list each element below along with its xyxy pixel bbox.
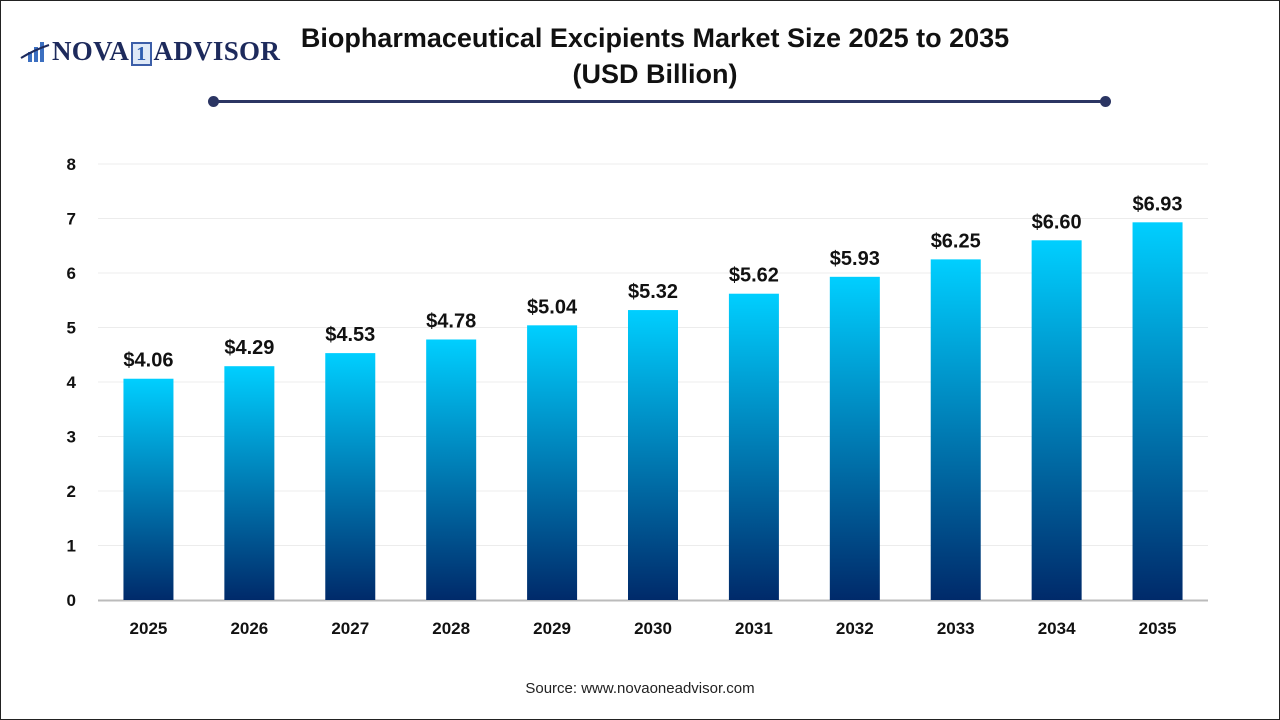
bar-2031: [728, 293, 779, 600]
data-label: $5.62: [729, 265, 779, 287]
y-tick-label: 2: [67, 482, 76, 501]
data-label: $5.04: [527, 296, 578, 318]
data-label: $4.78: [426, 310, 476, 332]
source-note: Source: www.novaoneadvisor.com: [525, 680, 755, 697]
title-line-2: (USD Billion): [572, 59, 738, 89]
data-label: $6.60: [1032, 211, 1082, 233]
x-tick-label: 2030: [634, 619, 672, 638]
logo: NOVA 1 ADVISOR: [20, 36, 280, 67]
x-tick-label: 2026: [230, 619, 268, 638]
x-tick-label: 2028: [432, 619, 470, 638]
bar-2030: [628, 310, 678, 600]
logo-text: NOVA 1 ADVISOR: [52, 36, 281, 66]
y-tick-label: 7: [67, 210, 76, 229]
x-tick-label: 2034: [1038, 619, 1076, 638]
data-label: $5.32: [628, 281, 678, 303]
bar-2034: [1031, 240, 1082, 601]
data-label: $4.53: [325, 324, 375, 346]
x-tick-label: 2027: [331, 619, 369, 638]
y-tick-label: 4: [67, 373, 77, 392]
bar-2032: [829, 276, 880, 600]
data-label: $4.29: [224, 337, 274, 359]
y-tick-label: 0: [67, 591, 76, 610]
x-tick-label: 2025: [130, 619, 168, 638]
bar-2028: [426, 339, 477, 600]
y-tick-label: 6: [67, 264, 76, 283]
title-rule-dot-left: [208, 96, 219, 107]
data-label: $5.93: [830, 248, 880, 270]
y-tick-label: 5: [67, 319, 76, 338]
title-rule-dot-right: [1100, 96, 1111, 107]
bar-2029: [527, 325, 578, 600]
x-tick-label: 2029: [533, 619, 571, 638]
y-tick-label: 1: [67, 537, 76, 556]
x-tick-label: 2033: [937, 619, 975, 638]
logo-bars-icon: [20, 41, 50, 62]
x-tick-label: 2031: [735, 619, 773, 638]
bar-2025: [123, 378, 174, 600]
bar-2027: [325, 353, 376, 600]
chart-title: Biopharmaceutical Excipients Market Size…: [300, 20, 1010, 92]
y-tick-label: 3: [67, 428, 76, 447]
data-label: $4.06: [123, 350, 173, 372]
bar-2035: [1132, 222, 1183, 600]
x-tick-label: 2032: [836, 619, 874, 638]
title-line-1: Biopharmaceutical Excipients Market Size…: [300, 23, 1010, 53]
data-label: $6.93: [1133, 193, 1183, 215]
bar-2026: [224, 366, 275, 600]
y-tick-label: 8: [67, 155, 76, 174]
title-rule: [213, 100, 1106, 103]
bar-2033: [930, 259, 981, 600]
data-label: $6.25: [931, 230, 981, 252]
x-tick-label: 2035: [1139, 619, 1177, 638]
